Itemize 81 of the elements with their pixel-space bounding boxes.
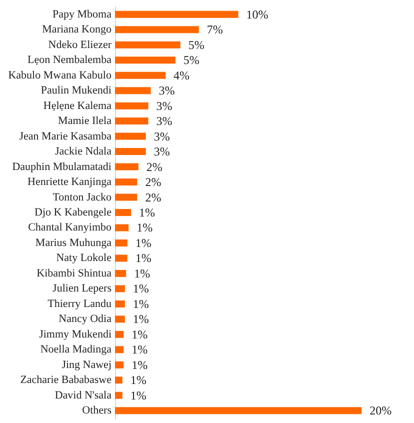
y-tick-label: Naty Lokole	[56, 252, 112, 264]
data-label: 3%	[154, 144, 170, 159]
bar	[115, 41, 180, 48]
bar	[115, 163, 138, 170]
bar	[115, 376, 122, 384]
y-tick-label: Paulin Mukendi	[40, 84, 112, 97]
data-label: 2%	[145, 190, 162, 204]
bar	[115, 316, 125, 323]
bar	[115, 300, 125, 308]
data-label: 1%	[132, 282, 149, 296]
data-label: 1%	[135, 251, 152, 266]
data-label: 3%	[156, 98, 172, 113]
y-tick-label: Mamie Ilela	[58, 115, 112, 128]
bar	[115, 178, 138, 186]
data-label: 1%	[132, 358, 148, 372]
bar	[115, 285, 125, 292]
y-tick-label: Hẹlẹne Kalema	[43, 100, 112, 112]
bar	[115, 26, 199, 34]
data-label: 4%	[174, 68, 190, 82]
bar	[115, 346, 124, 354]
y-tick-label: Others	[82, 404, 112, 417]
data-label: 1%	[132, 327, 148, 342]
data-label: 2%	[146, 160, 162, 174]
y-tick-label: Kabulo Mwana Kabulo	[8, 69, 112, 82]
y-tick-label: Dauphin Mbulamatadi	[12, 160, 112, 173]
y-tick-label: Ndeko Eliezer	[48, 38, 112, 51]
y-tick-label: Lẹon Nembalemba	[28, 54, 112, 66]
y-tick-label: Djo K Kabengele	[34, 206, 112, 218]
bar	[115, 224, 129, 232]
data-label: 1%	[139, 206, 156, 220]
bar	[115, 102, 148, 110]
data-label: 10%	[246, 7, 268, 22]
data-label: 1%	[132, 296, 149, 311]
data-label: 1%	[132, 342, 148, 357]
data-label: 1%	[130, 373, 146, 388]
y-tick-label: Henriette Kanjinga	[28, 176, 112, 188]
y-tick-label: Noella Madinga	[40, 344, 112, 356]
bar	[115, 239, 128, 246]
data-label: 2%	[145, 175, 162, 190]
y-tick-label: Marius Muhunga	[35, 236, 112, 249]
data-label: 1%	[136, 220, 153, 235]
y-tick-label: Thierry Landu	[48, 298, 112, 310]
bar	[115, 87, 151, 94]
data-label: 1%	[135, 236, 152, 250]
bar	[115, 72, 166, 79]
bar	[115, 148, 146, 156]
y-tick-label: Jimmy Mukendi	[39, 328, 112, 340]
y-tick-label: Julien Lepers	[52, 282, 112, 295]
bar	[115, 254, 128, 262]
bar	[115, 392, 122, 399]
data-label: 5%	[188, 38, 204, 52]
data-label: 3%	[156, 114, 172, 128]
bar	[115, 56, 176, 64]
bar	[115, 132, 146, 140]
y-tick-label: Nancy Odia	[58, 313, 112, 326]
y-tick-label: Chantal Kanyimbo	[28, 222, 112, 234]
bar	[115, 407, 362, 414]
y-tick-label: Jing Nawej	[62, 358, 112, 371]
bar	[115, 194, 138, 201]
bar	[115, 10, 238, 18]
data-label: 20%	[370, 404, 392, 418]
bar	[115, 209, 132, 216]
y-tick-label: Zacharie Bababaswe	[20, 374, 112, 386]
y-tick-label: Papy Mboma	[52, 8, 112, 20]
bar	[115, 330, 124, 338]
data-label: 5%	[183, 53, 200, 68]
data-label: 1%	[134, 266, 150, 280]
bar	[115, 270, 126, 277]
data-label: 3%	[158, 84, 175, 98]
bar	[115, 361, 124, 368]
data-label: 7%	[206, 22, 223, 37]
y-tick-label: Mariana Kongo	[42, 24, 112, 36]
y-tick-label: Jean Marie Kasamba	[19, 130, 112, 142]
data-label: 1%	[132, 312, 149, 326]
y-tick-label: Tonton Jacko	[52, 191, 112, 204]
data-label: 3%	[154, 129, 170, 144]
y-tick-label: Jackie Ndala	[55, 146, 112, 158]
bar	[115, 118, 148, 125]
y-tick-label: Kibambi Shintua	[36, 267, 112, 280]
data-label: 1%	[130, 388, 146, 402]
y-tick-label: David N'sala	[54, 389, 112, 402]
